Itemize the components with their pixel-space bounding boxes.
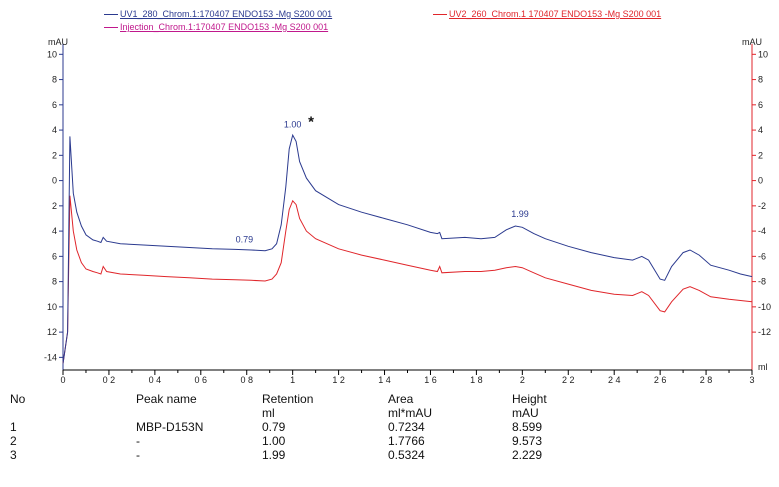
legend-label-injection: Injection_Chrom.1:170407 ENDO153 -Mg S20… <box>120 22 329 32</box>
right-axis-unit: mAU <box>742 37 762 47</box>
right-tick-label: -2 <box>758 201 766 211</box>
row-area: 1.7766 <box>388 434 425 448</box>
x-tick-label: 1 <box>290 375 295 385</box>
right-tick-label: 0 <box>758 176 763 186</box>
header-retention: Retention <box>262 392 314 406</box>
peak-table-header-row: No Peak name Retention Area Height <box>0 392 602 406</box>
peak-table: No Peak name Retention Area Height ml ml… <box>0 392 602 462</box>
unit-retention: ml <box>262 406 275 420</box>
legend-item-injection: Injection_Chrom.1:170407 ENDO153 -Mg S20… <box>104 22 328 32</box>
legend-swatch-uv1 <box>104 14 118 16</box>
row-height: 9.573 <box>512 434 543 448</box>
row-no: 2 <box>10 434 17 448</box>
right-tick-label: 8 <box>758 75 763 85</box>
row-no: 3 <box>10 448 17 462</box>
legend-swatch-injection <box>104 27 118 29</box>
header-area: Area <box>388 392 414 406</box>
left-tick-label: 12 <box>47 327 57 337</box>
unit-height: mAU <box>512 406 539 420</box>
row-area: 0.5324 <box>388 448 425 462</box>
peak-label-1.99: 1.99 <box>511 209 529 219</box>
left-tick-label: 4 <box>52 125 57 135</box>
row-peak-name: MBP-D153N <box>136 420 204 434</box>
legend-item-uv2: UV2_260_Chrom.1 170407 ENDO153 -Mg S200 … <box>433 9 661 19</box>
unit-peak-name <box>136 406 262 420</box>
right-tick-label: 4 <box>758 125 763 135</box>
peak-label-0.79: 0.79 <box>236 234 254 244</box>
left-axis-unit: mAU <box>48 37 68 47</box>
table-row: 2 - 1.00 1.7766 9.573 <box>0 434 602 448</box>
x-tick-label: 1 4 <box>378 375 391 385</box>
x-tick-label: 0 <box>60 375 65 385</box>
legend-item-uv1: UV1_280_Chrom.1:170407 ENDO153 -Mg S200 … <box>104 9 332 19</box>
header-height: Height <box>512 392 547 406</box>
legend-label-uv1: UV1_280_Chrom.1:170407 ENDO153 -Mg S200 … <box>120 9 333 19</box>
right-tick-label: 10 <box>758 49 768 59</box>
x-tick-label: 0 8 <box>240 375 253 385</box>
row-area: 0.7234 <box>388 420 425 434</box>
series-line-uv2 <box>62 195 753 364</box>
left-tick-label: 8 <box>52 75 57 85</box>
x-tick-label: 0 6 <box>195 375 208 385</box>
row-retention: 1.99 <box>262 448 286 462</box>
row-retention: 1.00 <box>262 434 286 448</box>
legend-swatch-uv2 <box>433 14 447 16</box>
right-tick-label: -8 <box>758 277 766 287</box>
x-tick-label: 0 4 <box>149 375 162 385</box>
row-peak-name: - <box>136 434 140 448</box>
right-tick-label: 6 <box>758 100 763 110</box>
left-tick-label: 6 <box>52 251 57 261</box>
series-line-uv1 <box>62 133 753 364</box>
header-peak-name: Peak name <box>136 392 197 406</box>
row-peak-name: - <box>136 448 140 462</box>
x-tick-label: 2 <box>520 375 525 385</box>
right-tick-label: -12 <box>758 327 771 337</box>
peak-table-units-row: ml ml*mAU mAU <box>0 406 602 420</box>
row-height: 2.229 <box>512 448 543 462</box>
peak-asterisk: * <box>308 113 314 130</box>
right-tick-label: -4 <box>758 226 766 236</box>
unit-area: ml*mAU <box>388 406 432 420</box>
header-no: No <box>10 392 26 406</box>
left-tick-label: 0 <box>52 176 57 186</box>
table-row: 1 MBP-D153N 0.79 0.7234 8.599 <box>0 420 602 434</box>
x-tick-label: 2 4 <box>608 375 621 385</box>
right-axis-bottom-unit: ml <box>758 362 768 372</box>
right-tick-label: 2 <box>758 150 763 160</box>
row-retention: 0.79 <box>262 420 286 434</box>
left-tick-label: -14 <box>44 352 57 362</box>
chromatogram-chart: 108642024681012-14mAU1086420-2-4-6-8-10-… <box>44 37 771 385</box>
left-tick-label: 8 <box>52 277 57 287</box>
table-row: 3 - 1.99 0.5324 2.229 <box>0 448 602 462</box>
row-height: 8.599 <box>512 420 543 434</box>
right-tick-label: -10 <box>758 302 771 312</box>
peak-label-1.00: 1.00 <box>284 120 302 130</box>
x-tick-label: 0 2 <box>103 375 116 385</box>
left-tick-label: 2 <box>52 150 57 160</box>
x-tick-label: 2 8 <box>700 375 713 385</box>
left-tick-label: 2 <box>52 201 57 211</box>
x-tick-label: 1 2 <box>332 375 345 385</box>
right-tick-label: -6 <box>758 251 766 261</box>
left-tick-label: 6 <box>52 100 57 110</box>
legend-label-uv2: UV2_260_Chrom.1 170407 ENDO153 -Mg S200 … <box>449 9 662 19</box>
unit-no <box>0 406 136 420</box>
row-no: 1 <box>10 420 17 434</box>
x-tick-label: 1 6 <box>424 375 437 385</box>
x-tick-label: 3 <box>749 375 754 385</box>
x-tick-label: 1 8 <box>470 375 483 385</box>
left-tick-label: 10 <box>47 302 57 312</box>
left-tick-label: 4 <box>52 226 57 236</box>
x-tick-label: 2 6 <box>654 375 667 385</box>
left-tick-label: 10 <box>47 49 57 59</box>
x-tick-label: 2 2 <box>562 375 575 385</box>
